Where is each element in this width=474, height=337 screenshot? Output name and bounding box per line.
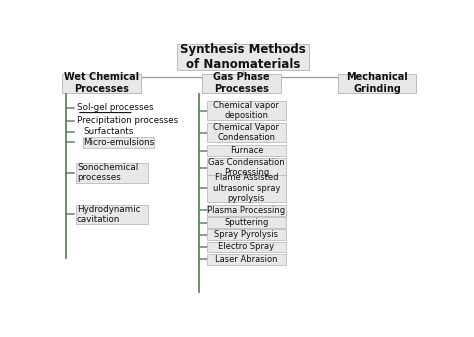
Text: Furnace: Furnace: [230, 146, 263, 155]
FancyBboxPatch shape: [83, 137, 155, 148]
FancyBboxPatch shape: [207, 242, 286, 252]
Text: Plasma Processing: Plasma Processing: [207, 206, 285, 215]
FancyBboxPatch shape: [201, 73, 281, 93]
FancyBboxPatch shape: [62, 73, 141, 93]
Text: Gas Phase
Processes: Gas Phase Processes: [213, 72, 269, 94]
Text: Sol-gel processes: Sol-gel processes: [77, 103, 154, 113]
Text: Gas Condensation
Processing: Gas Condensation Processing: [208, 158, 285, 177]
Text: Synthesis Methods
of Nanomaterials: Synthesis Methods of Nanomaterials: [180, 43, 306, 71]
Text: Laser Abrasion: Laser Abrasion: [215, 255, 278, 264]
Text: Sonochemical
processes: Sonochemical processes: [77, 163, 138, 182]
FancyBboxPatch shape: [207, 145, 286, 156]
FancyBboxPatch shape: [207, 229, 286, 240]
FancyBboxPatch shape: [337, 73, 417, 93]
FancyBboxPatch shape: [207, 217, 286, 228]
FancyBboxPatch shape: [207, 254, 286, 265]
Text: Micro-emulsions: Micro-emulsions: [83, 137, 155, 147]
FancyBboxPatch shape: [207, 158, 286, 177]
Text: Hydrodynamic
cavitation: Hydrodynamic cavitation: [77, 205, 140, 224]
FancyBboxPatch shape: [207, 175, 286, 202]
FancyBboxPatch shape: [76, 163, 148, 183]
Text: Chemical Vapor
Condensation: Chemical Vapor Condensation: [213, 123, 279, 142]
FancyBboxPatch shape: [207, 205, 286, 216]
Text: Spray Pyrolysis: Spray Pyrolysis: [214, 230, 278, 239]
Text: Wet Chemical
Processes: Wet Chemical Processes: [64, 72, 139, 94]
Text: Precipitation processes: Precipitation processes: [77, 116, 178, 125]
Text: Surfactants: Surfactants: [83, 127, 134, 136]
Text: Flame Assisted
ultrasonic spray
pyrolysis: Flame Assisted ultrasonic spray pyrolysi…: [213, 174, 280, 203]
FancyBboxPatch shape: [207, 123, 286, 142]
Text: Electro Spray: Electro Spray: [219, 243, 274, 251]
Text: Sputtering: Sputtering: [224, 218, 269, 227]
Text: Mechanical
Grinding: Mechanical Grinding: [346, 72, 408, 94]
FancyBboxPatch shape: [177, 44, 309, 70]
Text: Chemical vapor
deposition: Chemical vapor deposition: [213, 101, 279, 120]
FancyBboxPatch shape: [207, 101, 286, 120]
FancyBboxPatch shape: [76, 205, 148, 224]
